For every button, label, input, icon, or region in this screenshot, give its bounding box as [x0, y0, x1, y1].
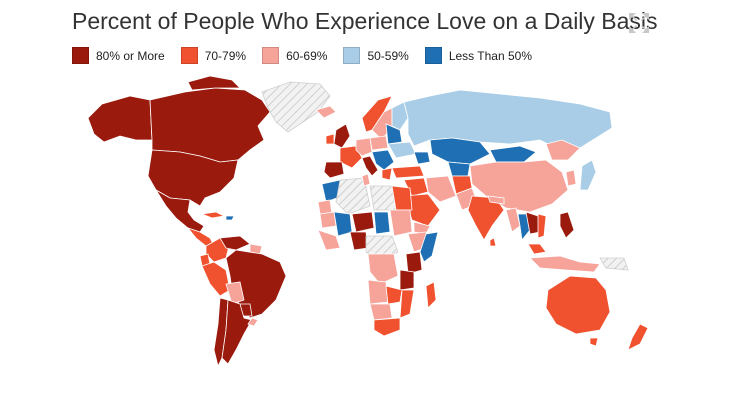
country-far-east[interactable]: [545, 139, 581, 161]
country-uzbekistan[interactable]: [447, 161, 471, 177]
country-tasmania[interactable]: [589, 337, 599, 347]
legend-item-60-69: 60-69%: [262, 47, 327, 64]
legend-swatch: [72, 47, 89, 64]
country-indonesia[interactable]: [529, 255, 601, 273]
legend-swatch: [343, 47, 361, 64]
legend-label: 80% or More: [96, 48, 165, 63]
legend-item-50-59: 50-59%: [343, 47, 409, 64]
country-greece[interactable]: [381, 167, 393, 181]
legend-swatch: [424, 47, 442, 64]
country-somalia[interactable]: [419, 231, 439, 263]
country-kazakhstan[interactable]: [429, 137, 491, 165]
country-peru[interactable]: [201, 261, 231, 297]
country-egypt[interactable]: [391, 185, 413, 211]
country-argentina[interactable]: [221, 299, 253, 365]
country-madagascar[interactable]: [425, 281, 437, 309]
expand-arrows-icon[interactable]: [628, 12, 650, 34]
country-caucasus[interactable]: [413, 151, 431, 165]
country-greenland[interactable]: [261, 81, 331, 133]
country-korea[interactable]: [565, 169, 577, 187]
country-france[interactable]: [339, 145, 363, 169]
country-drc[interactable]: [367, 253, 399, 285]
country-iceland[interactable]: [315, 105, 337, 119]
legend-item-80-plus: 80% or More: [72, 47, 165, 64]
country-myanmar[interactable]: [505, 207, 521, 233]
country-mali[interactable]: [333, 211, 353, 237]
country-mongolia[interactable]: [489, 145, 537, 163]
country-caribbean[interactable]: [225, 215, 235, 221]
legend-swatch: [262, 47, 280, 64]
country-nigeria[interactable]: [349, 231, 369, 251]
country-algeria[interactable]: [335, 177, 371, 215]
legend-swatch: [180, 47, 198, 64]
country-chad[interactable]: [373, 211, 391, 235]
country-mexico[interactable]: [155, 189, 205, 233]
country-canada-islands[interactable]: [187, 75, 241, 91]
country-mauritania[interactable]: [319, 211, 337, 229]
country-germany[interactable]: [355, 137, 373, 157]
country-sudan[interactable]: [389, 209, 413, 237]
country-sri-lanka[interactable]: [489, 237, 497, 247]
country-turkey[interactable]: [391, 165, 425, 179]
country-namibia-botswana[interactable]: [369, 303, 393, 321]
country-papua-new-guinea[interactable]: [599, 257, 629, 271]
country-west-africa[interactable]: [317, 229, 341, 251]
legend-label: 60-69%: [286, 48, 328, 63]
country-japan[interactable]: [579, 159, 597, 191]
country-poland[interactable]: [369, 135, 389, 151]
legend-item-70-79: 70-79%: [180, 47, 247, 64]
country-philippines[interactable]: [559, 211, 575, 239]
legend-label: Less Than 50%: [448, 48, 532, 63]
country-bolivia[interactable]: [225, 281, 245, 305]
map-title: Percent of People Who Experience Love on…: [72, 8, 658, 34]
legend: 80% or More 70-79% 60-69% 50-59% Less Th…: [72, 47, 548, 64]
country-finland[interactable]: [391, 101, 409, 131]
country-spain[interactable]: [323, 161, 345, 179]
country-alaska[interactable]: [87, 95, 153, 143]
country-baltics-belarus[interactable]: [385, 123, 403, 145]
legend-label: 50-59%: [367, 48, 409, 63]
country-western-sahara[interactable]: [317, 199, 333, 215]
country-malaysia[interactable]: [527, 243, 547, 255]
country-cuba[interactable]: [200, 211, 226, 219]
country-mozambique[interactable]: [399, 289, 415, 319]
country-uk[interactable]: [333, 123, 351, 149]
legend-label: 70-79%: [204, 48, 247, 63]
country-angola[interactable]: [367, 279, 389, 305]
country-vietnam[interactable]: [537, 213, 547, 239]
country-ireland[interactable]: [325, 133, 335, 145]
legend-item-less-50: Less Than 50%: [424, 47, 532, 64]
country-australia[interactable]: [545, 275, 611, 335]
country-italy[interactable]: [361, 155, 379, 177]
country-tunisia[interactable]: [361, 173, 371, 187]
country-balkans[interactable]: [371, 149, 395, 171]
country-south-africa[interactable]: [373, 317, 401, 337]
country-ukraine[interactable]: [387, 141, 417, 159]
country-uruguay[interactable]: [247, 317, 259, 327]
country-new-zealand[interactable]: [627, 323, 649, 351]
country-nepal-bhutan[interactable]: [487, 195, 505, 205]
country-niger[interactable]: [351, 211, 375, 233]
country-kenya[interactable]: [405, 251, 423, 275]
country-venezuela[interactable]: [219, 235, 251, 251]
country-libya[interactable]: [369, 185, 397, 211]
country-tanzania[interactable]: [399, 269, 415, 291]
country-zambia[interactable]: [385, 285, 403, 305]
